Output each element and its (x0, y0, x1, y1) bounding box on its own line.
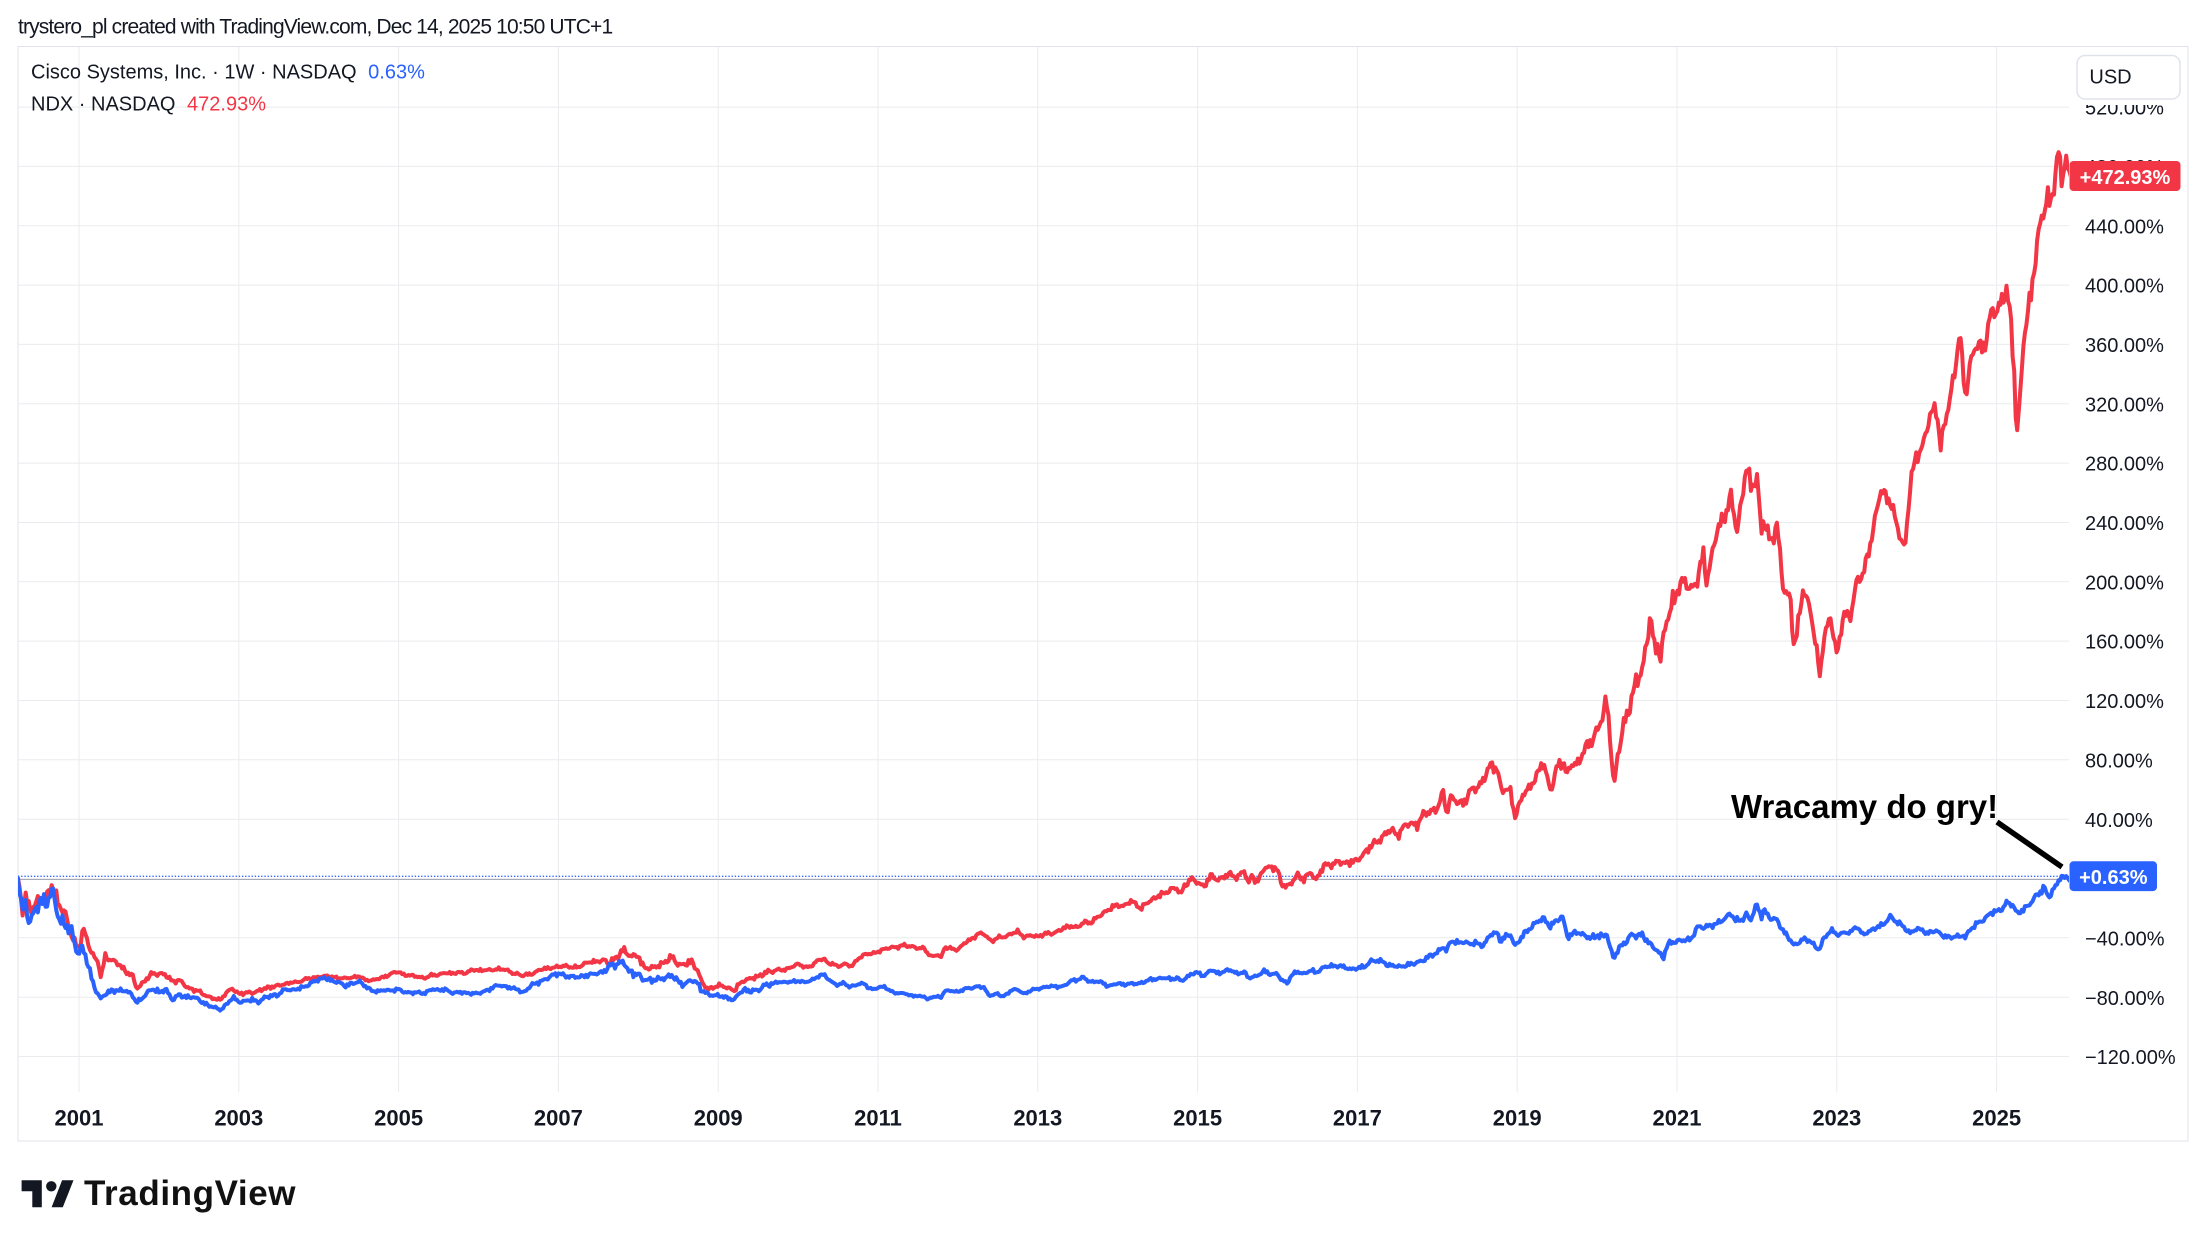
svg-text:+0.63%: +0.63% (2079, 867, 2148, 889)
svg-text:USD: USD (2089, 67, 2131, 89)
svg-text:200.00%: 200.00% (2085, 572, 2164, 594)
svg-text:2021: 2021 (1653, 1105, 1702, 1130)
svg-text:TradingView: TradingView (84, 1174, 296, 1213)
svg-text:2001: 2001 (55, 1105, 104, 1130)
svg-text:400.00%: 400.00% (2085, 276, 2164, 298)
svg-text:80.00%: 80.00% (2085, 750, 2153, 772)
svg-text:440.00%: 440.00% (2085, 216, 2164, 238)
svg-text:2017: 2017 (1333, 1105, 1382, 1130)
svg-text:−120.00%: −120.00% (2085, 1047, 2176, 1069)
svg-text:Wracamy do gry!: Wracamy do gry! (1731, 788, 1998, 825)
svg-text:−80.00%: −80.00% (2085, 988, 2165, 1010)
svg-text:2023: 2023 (1812, 1105, 1861, 1130)
svg-text:2019: 2019 (1493, 1105, 1542, 1130)
svg-text:2003: 2003 (214, 1105, 263, 1130)
svg-text:2025: 2025 (1972, 1105, 2021, 1130)
svg-text:280.00%: 280.00% (2085, 454, 2164, 476)
svg-text:2011: 2011 (854, 1105, 902, 1130)
svg-text:2009: 2009 (694, 1105, 743, 1130)
svg-text:320.00%: 320.00% (2085, 394, 2164, 416)
svg-text:NDX · NASDAQ 472.93%: NDX · NASDAQ 472.93% (31, 94, 266, 116)
svg-text:Cisco Systems, Inc. · 1W · NAS: Cisco Systems, Inc. · 1W · NASDAQ 0.63% (31, 62, 425, 84)
svg-text:2005: 2005 (374, 1105, 423, 1130)
svg-text:120.00%: 120.00% (2085, 691, 2164, 713)
svg-text:240.00%: 240.00% (2085, 513, 2164, 535)
svg-text:40.00%: 40.00% (2085, 810, 2153, 832)
svg-text:2015: 2015 (1173, 1105, 1222, 1130)
svg-text:+472.93%: +472.93% (2080, 167, 2171, 189)
svg-text:2007: 2007 (534, 1105, 583, 1130)
svg-text:trystero_pl created with Tradi: trystero_pl created with TradingView.com… (18, 16, 612, 39)
svg-text:160.00%: 160.00% (2085, 632, 2164, 654)
svg-text:360.00%: 360.00% (2085, 335, 2164, 357)
svg-text:−40.00%: −40.00% (2085, 928, 2165, 950)
svg-text:2013: 2013 (1013, 1105, 1062, 1130)
